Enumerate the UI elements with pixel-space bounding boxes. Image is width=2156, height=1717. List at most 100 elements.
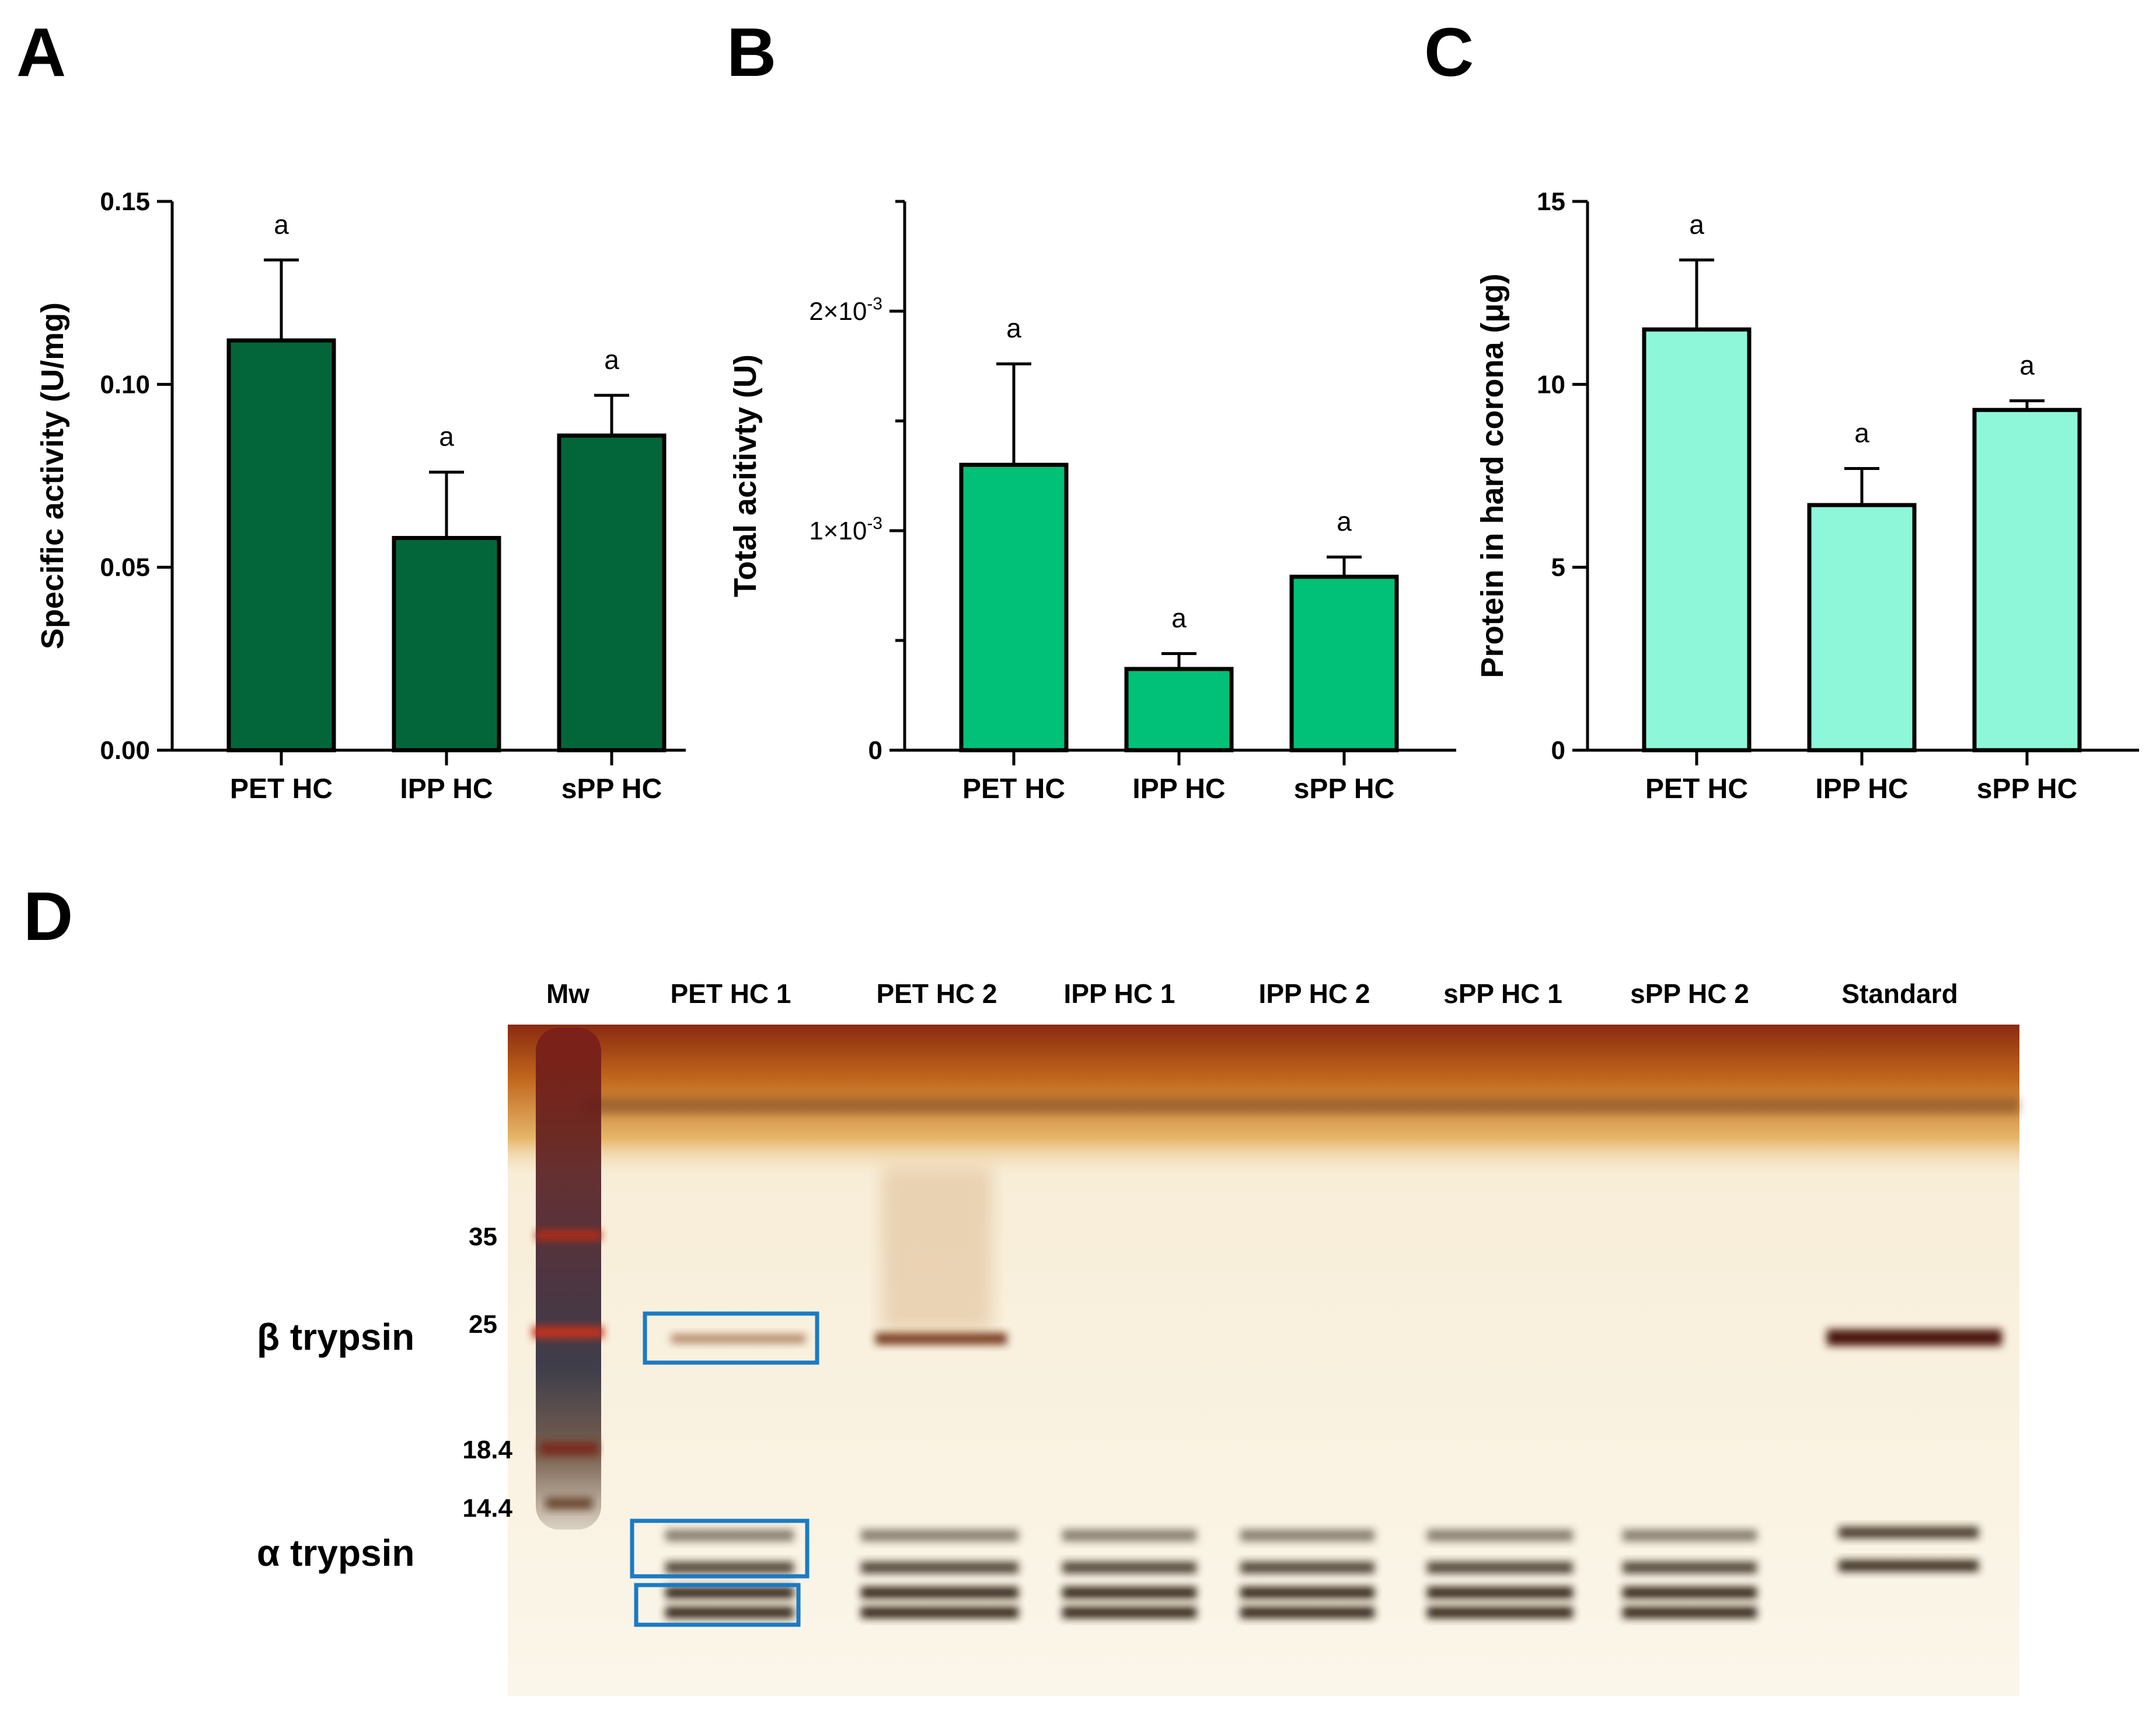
bar [1807, 503, 1917, 753]
significance-letter: a [1689, 209, 1704, 239]
alpha-band [1838, 1560, 1979, 1572]
highlight-box-alpha-lower [634, 1583, 801, 1627]
bar [1972, 408, 2082, 753]
y-tick-label: 0 [1551, 736, 1565, 765]
highlight-box-alpha-upper [630, 1519, 810, 1579]
y-tick-label: 0.00 [100, 736, 150, 765]
chart-b-total-activity: 0 1×10-3 2×10-3 Total acitivty (U) a PET HC a I… [728, 200, 1456, 804]
significance-letter: a [1337, 506, 1352, 537]
alpha-band [1623, 1607, 1757, 1618]
mw-band-18 [540, 1442, 598, 1455]
y-tick-label: 0.10 [100, 370, 150, 399]
bar [392, 536, 501, 753]
significance-letter: a [2019, 350, 2035, 381]
x-tick-label: sPP HC [561, 774, 662, 804]
x-tick-label: PET HC [962, 774, 1065, 804]
alpha-band [1240, 1530, 1374, 1541]
x-tick-label: IPP HC [1132, 774, 1225, 804]
alpha-band [861, 1562, 1018, 1573]
marker-label-25: 25 [469, 1310, 497, 1339]
gel-stacking-band [584, 1098, 2019, 1114]
gel-lane-labels: Mw PET HC 1 PET HC 2 IPP HC 1 IPP HC 2 s… [546, 978, 1958, 1009]
lane-label-spp-hc-1: sPP HC 1 [1443, 978, 1562, 1009]
alpha-band [861, 1530, 1018, 1541]
mw-band-14 [546, 1497, 592, 1509]
bar [1289, 574, 1399, 753]
marker-label-18-4: 18.4 [462, 1436, 512, 1464]
bar [557, 433, 667, 753]
y-axis-label: Protein in hard corona (μg) [1475, 273, 1510, 678]
alpha-band [1427, 1530, 1573, 1541]
panel-letter-a: A [16, 14, 66, 91]
y-tick-label: 1×10-3 [809, 514, 882, 545]
alpha-band [665, 1530, 794, 1541]
y-tick-label: 10 [1537, 370, 1565, 399]
y-tick-label: 0.05 [100, 553, 150, 582]
lane-label-mw: Mw [546, 978, 589, 1009]
panel-letter-d: D [23, 878, 73, 955]
bar [226, 338, 336, 753]
bar [1642, 327, 1752, 753]
alpha-band [1427, 1607, 1573, 1618]
lane-label-ipp-hc-1: IPP HC 1 [1064, 978, 1175, 1009]
y-tick-label: 2×10-3 [809, 294, 882, 326]
x-tick-label: PET HC [1645, 774, 1748, 804]
alpha-band [1062, 1607, 1196, 1618]
x-tick-label: IPP HC [400, 774, 493, 804]
lane-label-ipp-hc-2: IPP HC 2 [1259, 978, 1370, 1009]
chart-c-protein-hard-corona: 0 5 10 15 Protein in hard corona (μg) a PET HC… [1475, 187, 2139, 804]
alpha-band [1623, 1562, 1757, 1573]
lane-label-pet-hc-1: PET HC 1 [670, 978, 791, 1009]
x-tick-label: PET HC [230, 774, 333, 804]
alpha-band [665, 1587, 794, 1598]
mw-ladder-lane [536, 1028, 601, 1530]
pet2-smear [881, 1168, 992, 1331]
panel-letter-c: C [1424, 14, 1474, 91]
significance-letter: a [604, 344, 619, 375]
alpha-band [1062, 1562, 1196, 1573]
significance-letter: a [1006, 313, 1021, 343]
alpha-band [861, 1587, 1018, 1598]
x-tick-label: IPP HC [1815, 774, 1908, 804]
alpha-band [1838, 1527, 1979, 1538]
panel-letter-b: B [727, 14, 776, 91]
significance-letter: a [439, 422, 454, 452]
gel-image [508, 1025, 2019, 1696]
alpha-band [665, 1607, 794, 1618]
y-tick-label: 5 [1551, 553, 1565, 582]
y-axis-label: Specific activity (U/mg) [35, 302, 70, 649]
alpha-band [1240, 1562, 1374, 1573]
y-tick-label: 15 [1537, 187, 1565, 216]
lane-label-spp-hc-2: sPP HC 2 [1630, 978, 1749, 1009]
significance-letter: a [1854, 417, 1869, 448]
chart-a-specific-activity: 0.00 0.05 0.10 0.15 Specific activity (U/mg)… [35, 187, 686, 804]
bar [1124, 667, 1234, 753]
y-tick-label: 0.15 [100, 187, 150, 216]
significance-letter: a [274, 209, 289, 239]
highlight-box-beta [643, 1311, 819, 1365]
lane-label-pet-hc-2: PET HC 2 [876, 978, 997, 1009]
x-tick-label: sPP HC [1977, 774, 2078, 804]
mw-band-35 [536, 1231, 601, 1240]
alpha-band [1623, 1530, 1757, 1541]
alpha-band [1427, 1587, 1573, 1598]
band-label-beta-trypsin: β trypsin [257, 1316, 414, 1358]
significance-letter: a [1171, 603, 1187, 633]
alpha-band [861, 1607, 1018, 1618]
alpha-band [1240, 1587, 1374, 1598]
alpha-band [1427, 1562, 1573, 1573]
bar [959, 462, 1069, 753]
gel-marker-labels: 35 25 18.4 14.4 [462, 1223, 512, 1523]
alpha-band [1062, 1587, 1196, 1598]
lane-label-standard: Standard [1841, 978, 1958, 1009]
alpha-band [1623, 1587, 1757, 1598]
marker-label-35: 35 [469, 1223, 497, 1251]
y-axis-label: Total acitivty (U) [728, 354, 763, 597]
mw-band-25 [532, 1326, 603, 1338]
y-tick-label: 0 [868, 736, 882, 765]
alpha-band [665, 1562, 794, 1573]
marker-label-14-4: 14.4 [462, 1494, 512, 1523]
beta-band-pet2 [875, 1333, 1007, 1345]
alpha-band [1240, 1607, 1374, 1618]
x-tick-label: sPP HC [1294, 774, 1395, 804]
